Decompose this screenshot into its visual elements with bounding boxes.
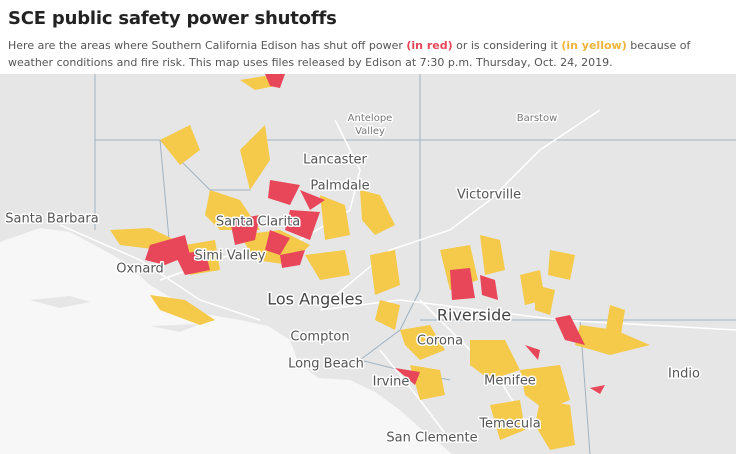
subtitle-text: because of weather conditions and fire r… — [8, 39, 691, 69]
shutoff-area — [265, 74, 285, 88]
place-labels: Antelope Valley Barstow Lancaster Palmda… — [4, 112, 702, 448]
shutoff-areas — [145, 74, 605, 394]
watch-area — [575, 325, 650, 355]
place-label: Indio — [668, 367, 700, 382]
subtitle-text: Here are the areas where Southern Califo… — [8, 39, 407, 52]
place-label: Irvine — [373, 375, 410, 390]
place-label: Barstow — [517, 113, 558, 124]
map: Antelope Valley Barstow Lancaster Palmda… — [0, 74, 736, 454]
map-shape — [159, 139, 171, 251]
shutoff-area — [285, 210, 320, 240]
place-label: Simi Valley — [194, 249, 265, 264]
place-label: Oxnard — [116, 262, 164, 277]
watch-area — [535, 400, 575, 450]
watch-area — [548, 250, 575, 280]
place-label: Riverside — [437, 306, 511, 325]
map-shape — [95, 139, 420, 191]
place-label: Corona — [417, 334, 463, 349]
place-label: Long Beach — [288, 357, 364, 372]
place-label: Los Angeles — [267, 290, 363, 309]
island — [30, 296, 90, 308]
map-shape — [59, 224, 261, 321]
place-label: Temecula — [478, 417, 540, 432]
subtitle: Here are the areas where Southern Califo… — [8, 37, 728, 71]
shutoff-area — [230, 215, 260, 245]
watch-area — [520, 365, 570, 410]
shutoff-area — [480, 275, 498, 300]
yellow-note: (in yellow) — [561, 39, 627, 52]
title: SCE public safety power shutoffs — [8, 8, 337, 29]
watch-area — [360, 190, 395, 235]
shutoff-area — [175, 250, 210, 275]
watch-area — [535, 285, 555, 315]
place-label: Valley — [355, 126, 385, 137]
shutoff-area — [525, 345, 540, 360]
red-note: (in red) — [406, 39, 453, 52]
watch-area — [150, 295, 215, 325]
watch-area — [240, 125, 270, 190]
place-label: San Clemente — [386, 431, 477, 446]
shutoff-area — [555, 315, 585, 345]
watch-area — [320, 195, 350, 240]
watch-area — [400, 325, 445, 360]
shutoff-area — [395, 368, 420, 385]
shutoff-area — [268, 180, 300, 205]
watch-area — [305, 250, 350, 280]
shutoff-area — [265, 230, 290, 255]
watch-area — [480, 235, 505, 275]
shutoff-area — [300, 190, 325, 210]
ocean — [0, 228, 452, 454]
island — [150, 324, 200, 332]
watch-area — [375, 300, 400, 330]
watch-area — [160, 125, 200, 165]
watch-area — [470, 340, 520, 380]
place-label: Santa Barbara — [5, 212, 98, 227]
subtitle-text: or is considering it — [452, 39, 562, 52]
watch-area — [370, 250, 400, 295]
place-label: Compton — [290, 330, 349, 345]
shutoff-area — [590, 385, 605, 394]
shutoff-area — [450, 268, 475, 300]
place-label: Antelope — [348, 113, 393, 124]
place-label: Santa Clarita — [216, 215, 300, 230]
place-label: Lancaster — [303, 153, 367, 168]
watch-area — [490, 400, 525, 440]
place-label: Victorville — [457, 188, 521, 203]
place-label: Menifee — [484, 374, 536, 389]
shutoff-area — [280, 250, 305, 268]
place-label: Palmdale — [310, 179, 369, 194]
